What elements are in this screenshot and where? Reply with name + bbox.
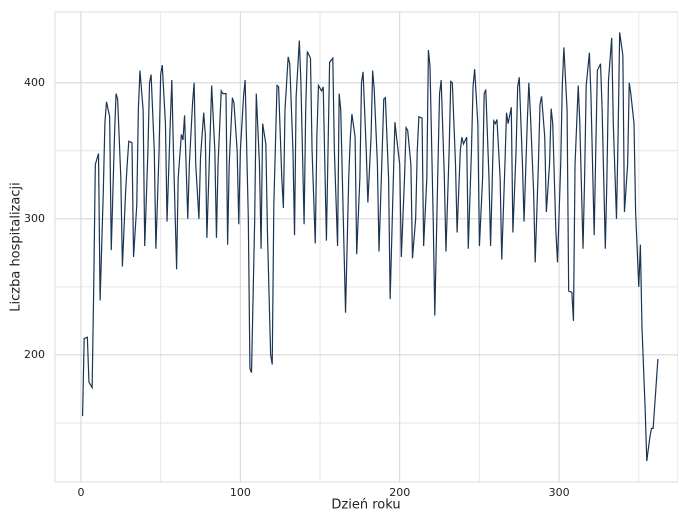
y-axis-title: Liczba hospitalizacji [9,182,24,311]
x-axis-title: Dzień roku [331,498,400,512]
x-tick-label: 200 [389,486,410,499]
x-tick-label: 300 [549,486,570,499]
y-tick-label: 200 [24,348,45,361]
y-tick-label: 400 [24,76,45,89]
data-line [81,32,659,462]
x-tick-label: 100 [230,486,251,499]
x-tick-label: 0 [77,486,84,499]
y-tick-label: 300 [24,212,45,225]
